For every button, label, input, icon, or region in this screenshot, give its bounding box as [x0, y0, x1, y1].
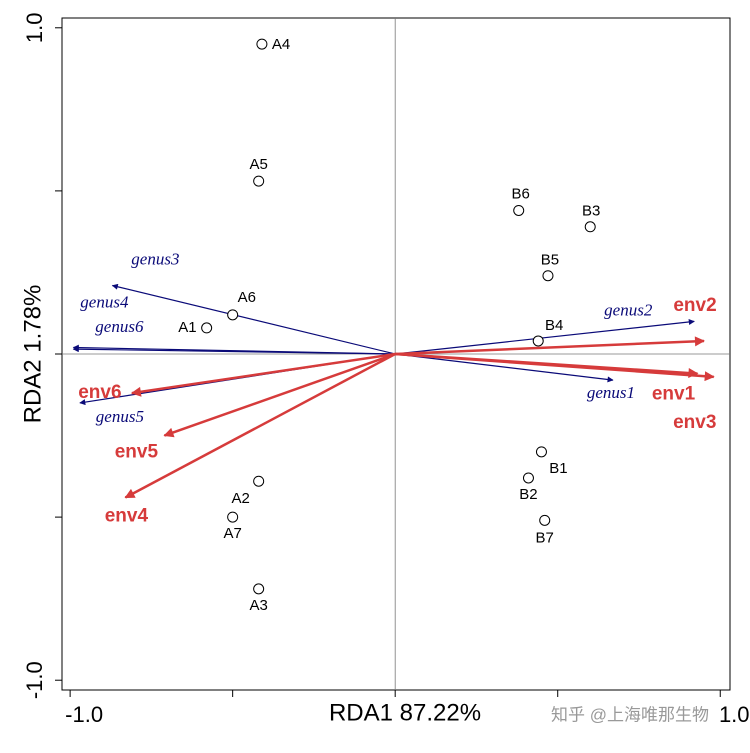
arrow — [72, 346, 396, 355]
arrow-label: genus1 — [587, 383, 635, 402]
site-label: A3 — [249, 597, 267, 614]
arrow-label: genus6 — [95, 317, 144, 336]
arrow — [111, 283, 396, 355]
site-label: A4 — [272, 36, 290, 53]
arrow-label: genus5 — [96, 407, 144, 426]
watermark: 知乎 @上海唯那生物 — [551, 705, 709, 724]
site-point — [532, 335, 544, 347]
site-point — [253, 175, 265, 187]
site-point — [539, 514, 551, 526]
x-tick-label: 1.0 — [719, 702, 750, 727]
arrow-label: env3 — [673, 412, 716, 433]
arrow-label: env4 — [105, 506, 149, 527]
arrow — [395, 336, 705, 356]
arrow-label: env1 — [652, 384, 696, 405]
site-point — [227, 511, 239, 523]
site-point — [522, 472, 534, 484]
site-point — [227, 309, 239, 321]
arrow — [124, 352, 396, 499]
arrow-label: env2 — [673, 295, 716, 316]
site-label: A5 — [249, 156, 267, 173]
arrow — [395, 318, 695, 355]
site-label: B2 — [519, 486, 537, 503]
site-label: B7 — [536, 529, 554, 546]
y-axis-title: RDA2 1.78% — [19, 285, 46, 424]
arrow-label: env6 — [78, 382, 121, 403]
site-label: A7 — [223, 525, 241, 542]
site-label: B5 — [541, 252, 559, 269]
site-label: A1 — [178, 319, 196, 336]
site-point — [513, 204, 525, 216]
y-tick-label: 1.0 — [22, 12, 47, 43]
arrow — [163, 352, 396, 438]
site-label: B3 — [582, 203, 600, 220]
site-point — [542, 270, 554, 282]
x-axis-title: RDA1 87.22% — [329, 699, 481, 726]
site-point — [535, 446, 547, 458]
site-point — [201, 322, 213, 334]
site-label: A2 — [231, 490, 249, 507]
site-point — [584, 221, 596, 233]
arrow-label: genus2 — [604, 300, 653, 319]
site-label: A6 — [238, 289, 256, 306]
site-label: B1 — [549, 460, 567, 477]
site-point — [256, 38, 268, 50]
x-tick-label: -1.0 — [65, 702, 103, 727]
arrow-label: genus4 — [80, 292, 129, 311]
site-point — [253, 475, 265, 487]
arrow — [395, 353, 614, 383]
y-tick-label: -1.0 — [22, 661, 47, 699]
arrow-label: env5 — [115, 442, 159, 463]
site-label: B4 — [545, 317, 563, 334]
site-point — [253, 583, 265, 595]
arrow — [395, 352, 715, 382]
arrow — [130, 352, 396, 397]
arrow-label: genus3 — [131, 249, 179, 268]
site-label: B6 — [512, 185, 530, 202]
